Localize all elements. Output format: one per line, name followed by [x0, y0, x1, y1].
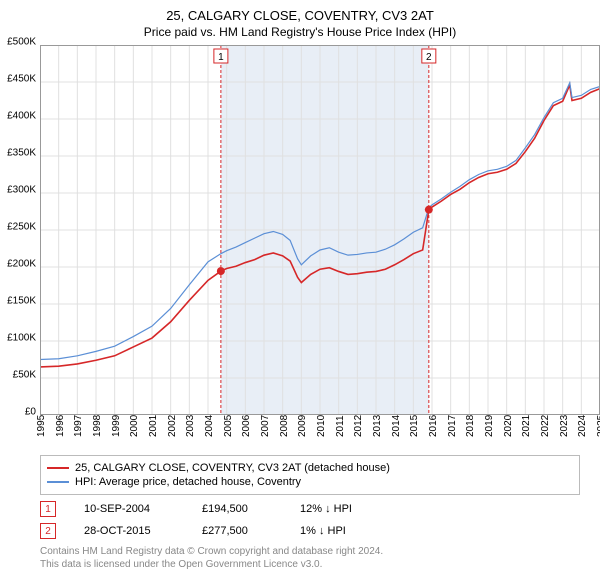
y-tick-label: £250K — [0, 222, 36, 233]
y-tick-label: £50K — [0, 370, 36, 381]
x-tick-label: 2018 — [465, 415, 476, 437]
chart-subtitle: Price paid vs. HM Land Registry's House … — [0, 25, 600, 39]
x-tick-label: 2014 — [391, 415, 402, 437]
y-tick-label: £500K — [0, 37, 36, 48]
y-tick-label: £450K — [0, 74, 36, 85]
sale-date: 28-OCT-2015 — [84, 525, 174, 537]
legend-label: 25, CALGARY CLOSE, COVENTRY, CV3 2AT (de… — [75, 462, 390, 474]
footer-line-1: Contains HM Land Registry data © Crown c… — [40, 545, 580, 558]
sales-table: 1 10-SEP-2004 £194,500 12% ↓ HPI 2 28-OC… — [40, 501, 580, 539]
sale-marker-1: 1 — [40, 501, 56, 517]
footer: Contains HM Land Registry data © Crown c… — [40, 545, 580, 571]
x-tick-label: 2023 — [559, 415, 570, 437]
x-tick-label: 2025 — [596, 415, 600, 437]
y-axis: £0£50K£100K£150K£200K£250K£300K£350K£400… — [0, 42, 40, 412]
sale-row: 2 28-OCT-2015 £277,500 1% ↓ HPI — [40, 523, 580, 539]
sale-vs-hpi: 12% ↓ HPI — [300, 503, 352, 515]
y-tick-label: £150K — [0, 296, 36, 307]
x-tick-label: 2001 — [148, 415, 159, 437]
sale-date: 10-SEP-2004 — [84, 503, 174, 515]
sale-price: £277,500 — [202, 525, 272, 537]
x-tick-label: 1999 — [111, 415, 122, 437]
x-tick-label: 1995 — [36, 415, 47, 437]
x-tick-label: 2007 — [260, 415, 271, 437]
y-tick-label: £350K — [0, 148, 36, 159]
x-tick-label: 2000 — [129, 415, 140, 437]
y-tick-label: £100K — [0, 333, 36, 344]
x-tick-label: 2011 — [335, 415, 346, 437]
chart-title: 25, CALGARY CLOSE, COVENTRY, CV3 2AT — [0, 8, 600, 23]
legend-label: HPI: Average price, detached house, Cove… — [75, 476, 301, 488]
x-tick-label: 2021 — [521, 415, 532, 437]
sale-row: 1 10-SEP-2004 £194,500 12% ↓ HPI — [40, 501, 580, 517]
x-tick-label: 2010 — [316, 415, 327, 437]
sale-vs-hpi: 1% ↓ HPI — [300, 525, 346, 537]
x-tick-label: 1997 — [73, 415, 84, 437]
sale-marker-2: 2 — [40, 523, 56, 539]
y-tick-label: £300K — [0, 185, 36, 196]
x-tick-label: 2015 — [409, 415, 420, 437]
x-tick-label: 2005 — [223, 415, 234, 437]
sale-price: £194,500 — [202, 503, 272, 515]
x-tick-label: 1996 — [55, 415, 66, 437]
svg-text:2: 2 — [426, 52, 432, 63]
chart-plot-area: 12 — [40, 45, 600, 415]
x-tick-label: 2008 — [279, 415, 290, 437]
legend: 25, CALGARY CLOSE, COVENTRY, CV3 2AT (de… — [40, 455, 580, 495]
x-tick-label: 2004 — [204, 415, 215, 437]
x-tick-label: 1998 — [92, 415, 103, 437]
x-tick-label: 2016 — [428, 415, 439, 437]
svg-text:1: 1 — [218, 52, 224, 63]
x-tick-label: 2009 — [297, 415, 308, 437]
legend-swatch-red — [47, 467, 69, 469]
x-tick-label: 2019 — [484, 415, 495, 437]
x-tick-label: 2020 — [503, 415, 514, 437]
legend-swatch-blue — [47, 481, 69, 483]
x-tick-label: 2022 — [540, 415, 551, 437]
x-tick-label: 2012 — [353, 415, 364, 437]
x-tick-label: 2006 — [241, 415, 252, 437]
legend-item: HPI: Average price, detached house, Cove… — [47, 476, 573, 488]
y-tick-label: £0 — [0, 407, 36, 418]
legend-item: 25, CALGARY CLOSE, COVENTRY, CV3 2AT (de… — [47, 462, 573, 474]
x-tick-label: 2002 — [167, 415, 178, 437]
x-tick-label: 2024 — [577, 415, 588, 437]
y-tick-label: £400K — [0, 111, 36, 122]
y-tick-label: £200K — [0, 259, 36, 270]
x-tick-label: 2003 — [185, 415, 196, 437]
x-tick-label: 2013 — [372, 415, 383, 437]
x-axis: 1995199619971998199920002001200220032004… — [40, 415, 600, 451]
x-tick-label: 2017 — [447, 415, 458, 437]
